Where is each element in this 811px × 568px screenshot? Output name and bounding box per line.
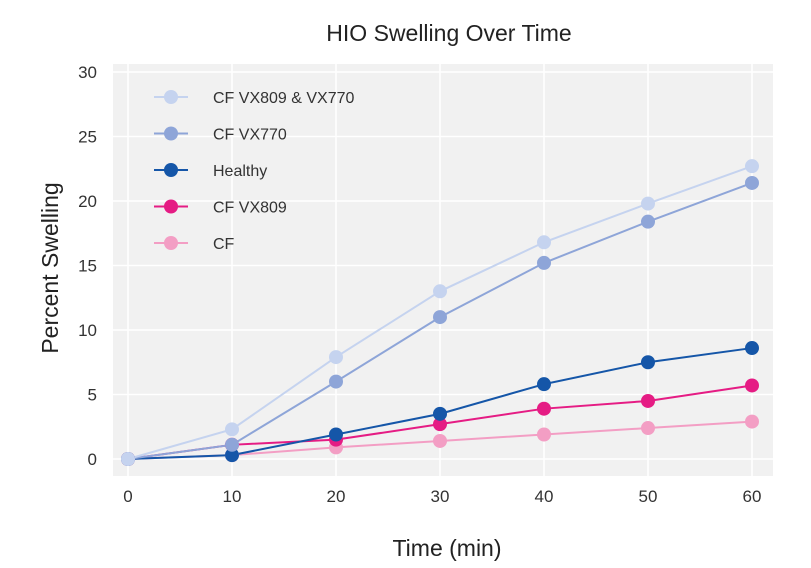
data-point-cf: [641, 421, 655, 436]
legend-label-healthy: Healthy: [213, 163, 267, 180]
data-point-cf-vx809-vx770: [329, 350, 343, 365]
legend-marker-cf-vx809: [164, 199, 178, 214]
legend: CF VX809 & VX770 CF VX770 Healthy CF VX809 C…: [154, 90, 355, 253]
x-tick-label: 40: [535, 487, 554, 506]
legend-marker-healthy: [164, 163, 178, 177]
data-point-cf-vx770: [641, 214, 655, 229]
y-tick-label: 10: [78, 321, 97, 340]
x-tick-label: 10: [223, 487, 242, 506]
data-point-healthy: [537, 377, 551, 392]
legend-label-cf-vx770: CF VX770: [213, 127, 287, 144]
x-tick-label: 20: [327, 487, 346, 506]
data-point-cf-vx809: [641, 393, 655, 408]
legend-label-cf-vx809-vx770: CF VX809 & VX770: [213, 90, 355, 107]
data-point-cf-vx770: [537, 255, 551, 270]
y-tick-label: 0: [88, 450, 97, 469]
x-tick-label: 50: [639, 487, 658, 506]
data-point-cf-vx809-vx770: [641, 196, 655, 211]
data-point-healthy: [225, 448, 239, 463]
plot-background: [113, 64, 773, 476]
data-point-cf-vx809-vx770: [121, 452, 135, 466]
y-tick-label: 20: [78, 192, 97, 211]
data-point-healthy: [433, 406, 447, 421]
data-point-cf-vx770: [329, 374, 343, 389]
legend-label-cf-vx809: CF VX809: [213, 200, 287, 217]
data-point-healthy: [745, 341, 759, 356]
legend-label-cf: CF: [213, 236, 235, 253]
data-point-cf-vx770: [433, 310, 447, 325]
x-tick-label: 60: [743, 487, 762, 506]
data-point-cf-vx809: [433, 417, 447, 432]
data-point-cf-vx770: [745, 175, 759, 190]
data-point-cf-vx809-vx770: [225, 422, 239, 437]
tick-labels: 0 5 10 15 20 25 30 0 10 20 30 40 50 60: [78, 63, 761, 506]
data-point-cf-vx809-vx770: [433, 284, 447, 299]
legend-marker-cf-vx809-vx770: [164, 90, 178, 104]
data-point-cf-vx770: [225, 437, 239, 452]
data-point-cf: [537, 427, 551, 442]
chart-title: HIO Swelling Over Time: [326, 20, 571, 46]
x-axis-label: Time (min): [392, 535, 501, 561]
legend-marker-cf: [164, 236, 178, 250]
data-point-cf: [745, 414, 759, 429]
data-point-healthy: [641, 355, 655, 370]
series-points: [121, 159, 759, 466]
data-point-cf-vx809: [745, 378, 759, 393]
x-tick-label: 0: [123, 487, 132, 506]
y-tick-label: 5: [88, 386, 97, 405]
data-point-cf: [433, 433, 447, 448]
y-axis-label: Percent Swelling: [37, 182, 63, 353]
data-point-cf-vx809-vx770: [537, 235, 551, 250]
y-tick-label: 15: [78, 257, 97, 276]
y-tick-label: 25: [78, 128, 97, 147]
y-tick-label: 30: [78, 63, 97, 82]
x-tick-label: 30: [431, 487, 450, 506]
data-point-healthy: [329, 427, 343, 442]
data-point-cf-vx809-vx770: [745, 159, 759, 174]
data-point-cf-vx809: [537, 401, 551, 416]
legend-marker-cf-vx770: [164, 126, 178, 141]
